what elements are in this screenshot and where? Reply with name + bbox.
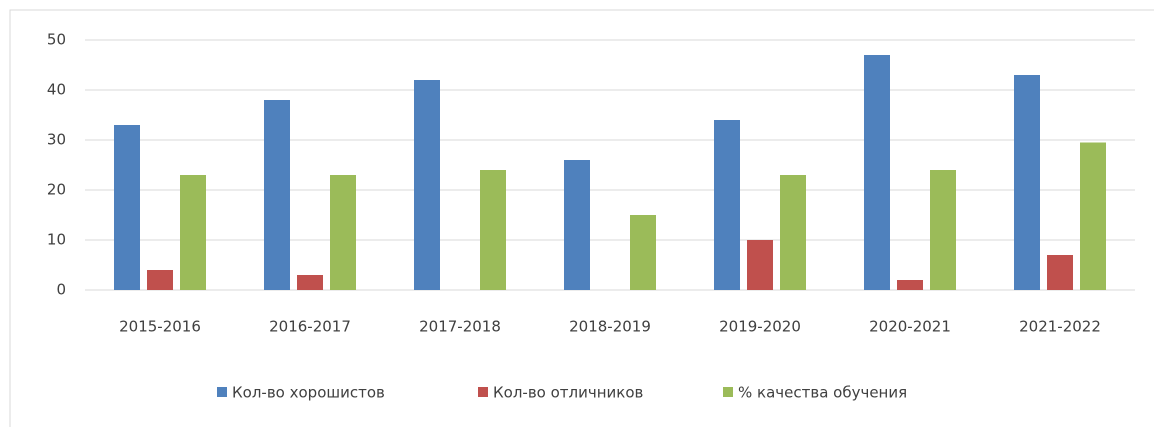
legend-swatch <box>478 387 488 397</box>
legend-label: Кол-во отличников <box>493 384 643 402</box>
bar <box>1014 75 1040 290</box>
x-tick-label: 2021-2022 <box>1019 318 1101 336</box>
bar <box>330 175 356 290</box>
bar <box>564 160 590 290</box>
bar <box>297 275 323 290</box>
bar <box>780 175 806 290</box>
x-tick-label: 2015-2016 <box>119 318 201 336</box>
bar <box>180 175 206 290</box>
x-tick-label: 2017-2018 <box>419 318 501 336</box>
bar <box>864 55 890 290</box>
bar <box>714 120 740 290</box>
x-tick-label: 2016-2017 <box>269 318 351 336</box>
bar <box>930 170 956 290</box>
y-tick-label: 10 <box>47 231 66 249</box>
legend-swatch <box>217 387 227 397</box>
bar <box>897 280 923 290</box>
bar <box>414 80 440 290</box>
y-tick-label: 50 <box>47 31 66 49</box>
chart-frame <box>9 9 1154 427</box>
legend-swatch <box>723 387 733 397</box>
bar <box>264 100 290 290</box>
bar <box>147 270 173 290</box>
bar <box>480 170 506 290</box>
x-tick-label: 2018-2019 <box>569 318 651 336</box>
bar <box>747 240 773 290</box>
x-tick-label: 2020-2021 <box>869 318 951 336</box>
x-tick-label: 2019-2020 <box>719 318 801 336</box>
legend-label: % качества обучения <box>738 384 907 402</box>
y-tick-label: 40 <box>47 81 66 99</box>
y-tick-label: 0 <box>56 281 66 299</box>
bar <box>630 215 656 290</box>
legend-label: Кол-во хорошистов <box>232 384 385 402</box>
bar <box>1047 255 1073 290</box>
bar <box>114 125 140 290</box>
y-tick-label: 20 <box>47 181 66 199</box>
bar <box>1080 142 1106 290</box>
y-tick-label: 30 <box>47 131 66 149</box>
